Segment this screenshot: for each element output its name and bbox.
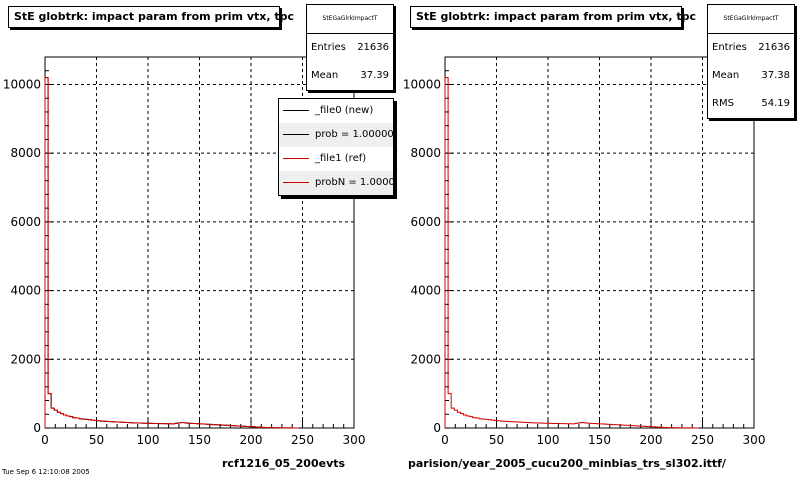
- legend-label: _file1 (ref): [315, 153, 367, 164]
- y-tick-label: 8000: [410, 146, 441, 160]
- right-stats-box: StEGaGlrkImpactT Entries 21636 Mean 37.3…: [707, 4, 795, 119]
- legend-label: _file0 (new): [315, 105, 374, 116]
- right-stats-entries: Entries 21636: [708, 34, 794, 62]
- legend-label: probN = 1.000000: [315, 177, 394, 188]
- right-histogram-plot: 0 50 100 150 200 250 300 0 2000 4000 6000 8000 10000: [403, 56, 766, 447]
- x-tick-label: 250: [691, 433, 714, 447]
- right-stats-mean: Mean 37.38: [708, 62, 794, 90]
- x-tick-label: 250: [291, 433, 314, 447]
- right-footer-label: parision/year_2005_cucu200_minbias_trs_s…: [408, 457, 726, 470]
- legend-line-icon: [283, 134, 309, 135]
- legend-line-icon: [283, 182, 309, 183]
- x-tick-label: 0: [41, 433, 49, 447]
- left-stats-name: StEGaGlrkImpactT: [307, 5, 393, 34]
- x-tick-label: 0: [441, 433, 449, 447]
- x-tick-label: 200: [640, 433, 663, 447]
- x-tick-label: 100: [137, 433, 160, 447]
- y-tick-label: 6000: [410, 215, 441, 229]
- x-tick-label: 150: [588, 433, 611, 447]
- stats-value: 21636: [357, 42, 389, 53]
- y-tick-label: 10000: [403, 77, 441, 91]
- legend-line-icon: [283, 110, 309, 111]
- legend-label: prob = 1.000000: [315, 129, 394, 140]
- x-tick-label: 150: [188, 433, 211, 447]
- legend-line-icon: [283, 158, 309, 159]
- legend-entry: _file1 (ref): [279, 147, 393, 171]
- timestamp-label: Tue Sep 6 12:10:08 2005: [2, 468, 90, 476]
- y-tick-label: 0: [433, 421, 441, 435]
- y-tick-label: 0: [33, 421, 41, 435]
- right-stats-name: StEGaGlrkImpactT: [708, 5, 794, 34]
- x-tick-label: 50: [489, 433, 504, 447]
- left-legend: _file0 (new) prob = 1.000000 _file1 (ref…: [278, 98, 394, 196]
- stats-label: Mean: [712, 70, 740, 81]
- stats-value: 21636: [758, 42, 790, 53]
- stats-label: Entries: [712, 42, 747, 53]
- y-tick-label: 8000: [10, 146, 41, 160]
- x-tick-label: 50: [89, 433, 104, 447]
- y-tick-label: 4000: [410, 284, 441, 298]
- left-stats-entries: Entries 21636: [307, 34, 393, 62]
- legend-entry: probN = 1.000000: [279, 171, 393, 195]
- right-stats-rms: RMS 54.19: [708, 90, 794, 118]
- stats-value: 37.38: [761, 70, 790, 81]
- left-plot-title: StE globtrk: impact param from prim vtx,…: [8, 6, 294, 28]
- y-tick-label: 10000: [3, 77, 41, 91]
- histogram-series-line: [444, 77, 699, 429]
- y-tick-label: 2000: [10, 352, 41, 366]
- left-footer-label: rcf1216_05_200evts: [222, 457, 346, 470]
- legend-entry: _file0 (new): [279, 99, 393, 123]
- left-stats-box: StEGaGlrkImpactT Entries 21636 Mean 37.3…: [306, 4, 394, 91]
- legend-entry: prob = 1.000000: [279, 123, 393, 147]
- stats-value: 54.19: [761, 98, 790, 109]
- stats-label: Mean: [311, 70, 339, 81]
- right-plot-title: StE globtrk: impact param from prim vtx,…: [410, 6, 696, 28]
- y-tick-label: 6000: [10, 215, 41, 229]
- x-tick-label: 300: [343, 433, 366, 447]
- x-tick-label: 300: [743, 433, 766, 447]
- stats-label: RMS: [712, 98, 734, 109]
- stats-label: Entries: [311, 42, 346, 53]
- x-tick-label: 100: [537, 433, 560, 447]
- stats-value: 37.39: [360, 70, 389, 81]
- left-stats-mean: Mean 37.39: [307, 62, 393, 90]
- y-tick-label: 2000: [410, 352, 441, 366]
- y-tick-label: 4000: [10, 284, 41, 298]
- x-tick-label: 200: [240, 433, 263, 447]
- histogram-series-line: [44, 77, 299, 429]
